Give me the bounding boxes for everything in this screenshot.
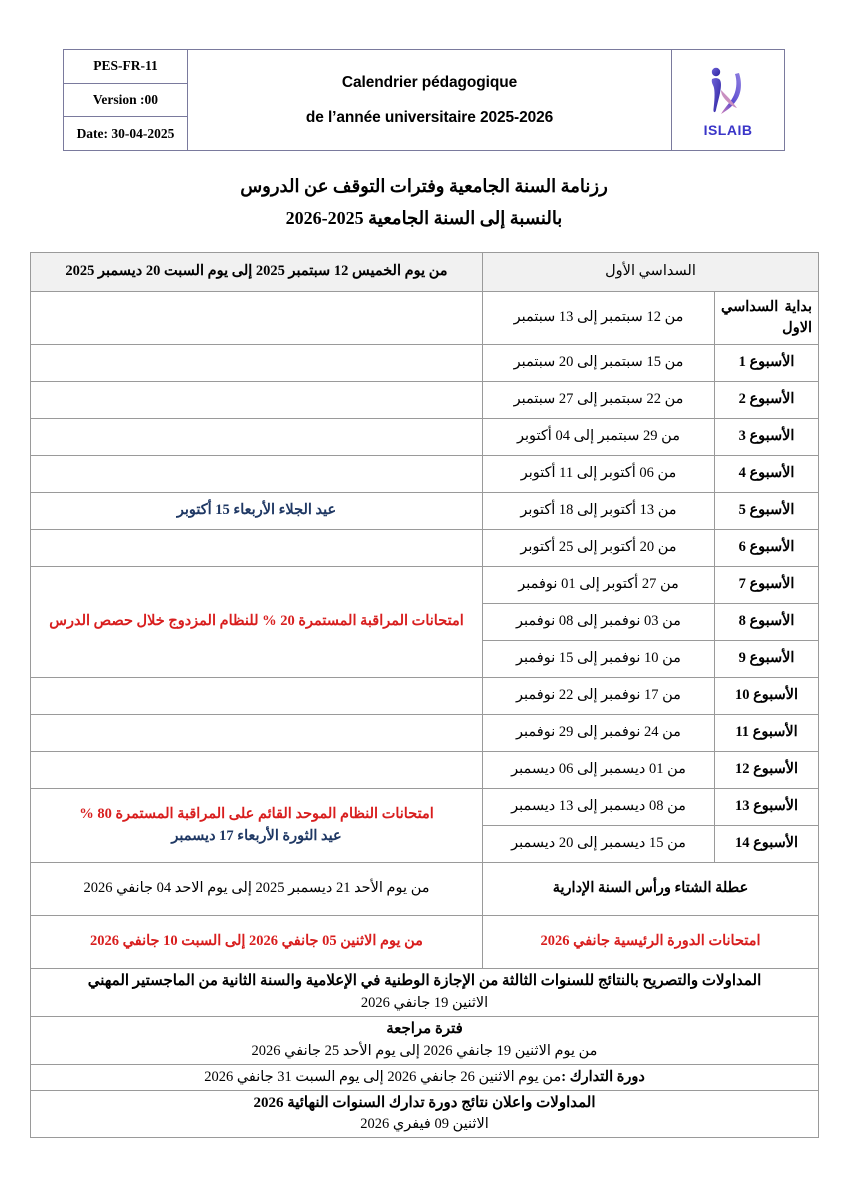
week-label: الأسبوع 5 <box>714 492 819 530</box>
table-row: الأسبوع 2 من 22 سبتمبر إلى 27 سبتمبر <box>30 381 819 419</box>
banner-title-line1: Calendrier pédagogique <box>341 73 518 91</box>
week-dates: من 15 ديسمبر إلى 20 ديسمبر <box>482 825 715 863</box>
winter-break-label: عطلة الشتاء ورأس السنة الإدارية <box>482 862 819 916</box>
table-row: الأسبوع 6 من 20 أكتوبر إلى 25 أكتوبر <box>30 529 819 567</box>
holiday-note-liberation-day: عيد الجلاء الأربعاء 15 أكتوبر <box>30 492 483 530</box>
week-dates: من 03 نوفمبر إلى 08 نوفمبر <box>482 603 715 641</box>
week-label: الأسبوع 13 <box>714 788 819 826</box>
week-dates: من 15 سبتمبر إلى 20 سبتمبر <box>482 344 715 382</box>
page-title-line1: رزنامة السنة الجامعية وفترات التوقف عن ا… <box>240 176 608 196</box>
week-dates: من 27 أكتوبر إلى 01 نوفمبر <box>482 566 715 604</box>
table-row: الأسبوع 4 من 06 أكتوبر إلى 11 أكتوبر <box>30 455 819 493</box>
table-row-main-exams: امتحانات الدورة الرئيسية جانفي 2026 من ي… <box>30 915 819 969</box>
week-label: الأسبوع 3 <box>714 418 819 456</box>
table-row: الأسبوع 12 من 01 ديسمبر إلى 06 ديسمبر <box>30 751 819 789</box>
week-dates: من 06 أكتوبر إلى 11 أكتوبر <box>482 455 715 493</box>
week-notes <box>30 381 483 419</box>
exam-and-holiday-note-cell: امتحانات النظام الموحد القائم على المراق… <box>30 788 483 863</box>
week-notes <box>30 418 483 456</box>
logo-figure-icon <box>711 67 741 114</box>
page-title: رزنامة السنة الجامعية وفترات التوقف عن ا… <box>0 170 848 234</box>
week-dates: من 22 سبتمبر إلى 27 سبتمبر <box>482 381 715 419</box>
page-title-line2: بالنسبة إلى السنة الجامعية 2025-2026 <box>285 208 563 228</box>
banner-title-line2: de l’année universitaire 2025-2026 <box>305 108 554 126</box>
revision-period-dates: من يوم الاثنين 19 جانفي 2026 إلى يوم الأ… <box>251 1042 598 1059</box>
week-label: الأسبوع 6 <box>714 529 819 567</box>
header-semester-cell: السداسي الأول <box>482 252 819 292</box>
semester-start-label: بداية السداسي الاول <box>714 291 819 345</box>
deliberations-date: الاثنين 19 جانفي 2026 <box>360 994 489 1011</box>
week-dates: من 29 سبتمبر إلى 04 أكتوبر <box>482 418 715 456</box>
table-row: الأسبوع 13 من 08 ديسمبر إلى 13 ديسمبر ام… <box>30 788 819 863</box>
banner-title-cell: Calendrier pédagogique de l’année univer… <box>188 50 671 150</box>
final-results-cell: المداولات واعلان نتائج دورة تدارك السنوا… <box>30 1089 819 1139</box>
holiday-note-revolution-day: عيد الثورة الأربعاء 17 ديسمبر <box>171 827 342 844</box>
document-header-banner: ISLAIB Calendrier pédagogique de l’année… <box>63 49 785 151</box>
week-dates: من 08 ديسمبر إلى 13 ديسمبر <box>482 788 715 826</box>
week-label: الأسبوع 9 <box>714 640 819 678</box>
deliberations-title: المداولات والتصريح بالنتائج للسنوات الثا… <box>87 973 762 989</box>
week-dates: من 17 نوفمبر إلى 22 نوفمبر <box>482 677 715 715</box>
semester-start-dates: من 12 سبتمبر إلى 13 سبتمبر <box>482 291 715 345</box>
makeup-session-label: دورة التدارك : <box>561 1068 645 1085</box>
week-dates: من 10 نوفمبر إلى 15 نوفمبر <box>482 640 715 678</box>
table-row: الأسبوع 7 من 27 أكتوبر إلى 01 نوفمبر امت… <box>30 566 819 678</box>
table-row-revision-period: فترة مراجعة من يوم الاثنين 19 جانفي 2026… <box>30 1015 819 1065</box>
week-label: الأسبوع 4 <box>714 455 819 493</box>
exam-note-unified-system-80: امتحانات النظام الموحد القائم على المراق… <box>79 806 434 823</box>
week-label: الأسبوع 11 <box>714 714 819 752</box>
week-label: الأسبوع 12 <box>714 751 819 789</box>
table-row: الأسبوع 10 من 17 نوفمبر إلى 22 نوفمبر <box>30 677 819 715</box>
week-notes <box>30 714 483 752</box>
table-row: الأسبوع 8 من 03 نوفمبر إلى 08 نوفمبر <box>31 603 819 641</box>
week-label: الأسبوع 2 <box>714 381 819 419</box>
deliberations-cell: المداولات والتصريح بالنتائج للسنوات الثا… <box>30 968 819 1017</box>
doc-date: Date: 30-04-2025 <box>64 116 187 150</box>
table-row: الأسبوع 3 من 29 سبتمبر إلى 04 أكتوبر <box>30 418 819 456</box>
doc-ref-code: PES-FR-11 <box>93 58 158 74</box>
week-notes <box>30 344 483 382</box>
week-label: الأسبوع 14 <box>714 825 819 863</box>
main-exams-label: امتحانات الدورة الرئيسية جانفي 2026 <box>482 915 819 969</box>
logo-cell: ISLAIB <box>671 50 784 150</box>
academic-calendar-table: السداسي الأول من يوم الخميس 12 سبتمبر 20… <box>30 252 819 1139</box>
banner-metadata-cell: PES-FR-11 Version :00 Date: 30-04-2025 <box>64 50 188 150</box>
table-row-winter-break: عطلة الشتاء ورأس السنة الإدارية من يوم ا… <box>30 862 819 916</box>
week-notes <box>30 677 483 715</box>
islaib-logo: ISLAIB <box>683 60 773 140</box>
table-row: الأسبوع 11 من 24 نوفمبر إلى 29 نوفمبر <box>30 714 819 752</box>
week-notes <box>30 455 483 493</box>
logo-wordmark: ISLAIB <box>703 121 753 138</box>
table-row-final-results: المداولات واعلان نتائج دورة تدارك السنوا… <box>30 1089 819 1139</box>
week-notes <box>30 529 483 567</box>
week-dates: من 24 نوفمبر إلى 29 نوفمبر <box>482 714 715 752</box>
main-exams-dates: من يوم الاثنين 05 جانفي 2026 إلى السبت 1… <box>30 915 483 969</box>
week-label: الأسبوع 10 <box>714 677 819 715</box>
semester-start-notes <box>30 291 483 345</box>
winter-break-dates: من يوم الأحد 21 ديسمبر 2025 إلى يوم الاح… <box>30 862 483 916</box>
revision-period-title: فترة مراجعة <box>386 1020 463 1037</box>
table-row: الأسبوع 5 من 13 أكتوبر إلى 18 أكتوبر عيد… <box>30 492 819 530</box>
doc-version: Version :00 <box>64 82 187 117</box>
table-row-semester-start: بداية السداسي الاول من 12 سبتمبر إلى 13 … <box>30 291 819 345</box>
final-results-date: الاثنين 09 فيفري 2026 <box>360 1116 489 1133</box>
makeup-session-dates: من يوم الاثنين 26 جانفي 2026 إلى يوم الس… <box>204 1068 562 1085</box>
exam-note-continuous-assessment-20: امتحانات المراقبة المستمرة 20 % للنظام ا… <box>30 566 483 678</box>
week-dates: من 01 ديسمبر إلى 06 ديسمبر <box>482 751 715 789</box>
header-range-cell: من يوم الخميس 12 سبتمبر 2025 إلى يوم الس… <box>30 252 483 292</box>
makeup-session-cell: دورة التدارك :من يوم الاثنين 26 جانفي 20… <box>30 1063 819 1091</box>
week-dates: من 20 أكتوبر إلى 25 أكتوبر <box>482 529 715 567</box>
final-results-title: المداولات واعلان نتائج دورة تدارك السنوا… <box>253 1094 596 1111</box>
revision-period-cell: فترة مراجعة من يوم الاثنين 19 جانفي 2026… <box>30 1015 819 1065</box>
table-row: الأسبوع 1 من 15 سبتمبر إلى 20 سبتمبر <box>30 344 819 382</box>
week-label: الأسبوع 1 <box>714 344 819 382</box>
week-label: الأسبوع 8 <box>714 603 819 641</box>
week-label: الأسبوع 7 <box>714 566 819 604</box>
table-header-row: السداسي الأول من يوم الخميس 12 سبتمبر 20… <box>30 252 819 292</box>
week-dates: من 13 أكتوبر إلى 18 أكتوبر <box>482 492 715 530</box>
week-notes <box>30 751 483 789</box>
table-row-makeup-session: دورة التدارك :من يوم الاثنين 26 جانفي 20… <box>30 1063 819 1091</box>
table-row-deliberations: المداولات والتصريح بالنتائج للسنوات الثا… <box>30 968 819 1017</box>
